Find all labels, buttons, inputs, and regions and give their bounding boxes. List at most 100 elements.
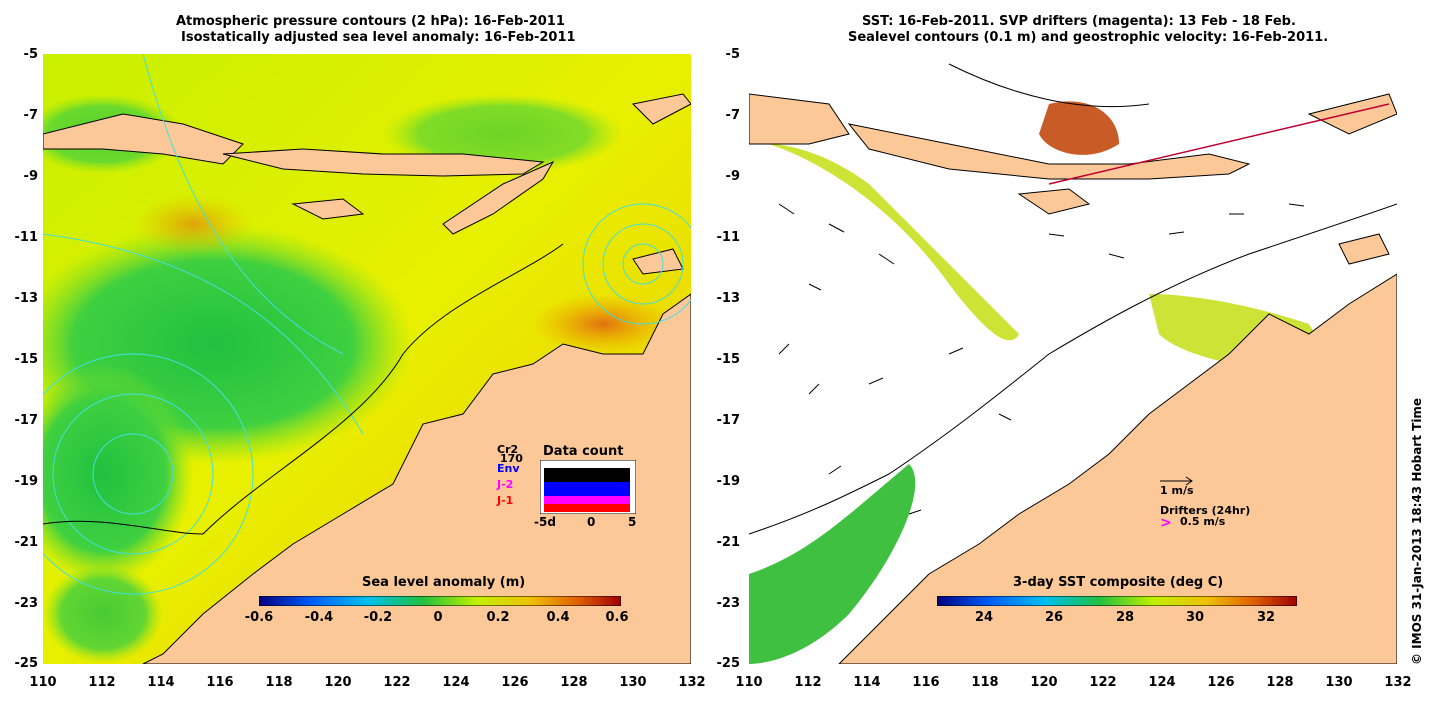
australia-land: [838, 273, 1397, 664]
right-map: [749, 54, 1397, 664]
pressure-contours: [43, 54, 691, 595]
y-tick-label: -17: [14, 413, 39, 428]
y-tick-label: -25: [14, 656, 39, 671]
island-java-bali: [43, 113, 244, 165]
y-tick-label: -21: [716, 535, 741, 550]
sla-cbar-tick: -0.2: [363, 610, 393, 625]
count-axis-tick: -5d: [534, 515, 556, 529]
velocity-scale-arrow: [1160, 476, 1193, 486]
island-sumba: [1017, 188, 1091, 215]
x-tick-label: 120: [324, 675, 352, 690]
left-map: [43, 54, 691, 664]
sst-cbar-tick: 26: [1044, 610, 1064, 625]
x-tick-label: 132: [1384, 675, 1412, 690]
x-tick-label: 116: [206, 675, 234, 690]
sst-colorbar: [937, 596, 1297, 606]
velocity-arrows: [778, 203, 1305, 515]
x-tick-label: 110: [735, 675, 763, 690]
count-axis-tick: 0: [587, 515, 596, 529]
sla-cbar-tick: 0.6: [605, 610, 629, 625]
y-tick-label: -25: [716, 656, 741, 671]
x-tick-label: 130: [1325, 675, 1353, 690]
source-label-cr2: Cr2: [497, 443, 519, 456]
data-count-histogram: [540, 460, 636, 514]
left-title-line1: Atmospheric pressure contours (2 hPa): 1…: [176, 14, 565, 29]
right-title-line1: SST: 16-Feb-2011. SVP drifters (magenta)…: [862, 14, 1296, 29]
x-tick-label: 112: [88, 675, 116, 690]
sla-cbar-tick: 0.4: [546, 610, 570, 625]
count-axis-tick: 5: [628, 515, 637, 529]
y-tick-label: -13: [14, 291, 39, 306]
x-tick-label: 124: [442, 675, 470, 690]
y-tick-label: -13: [716, 291, 741, 306]
y-tick-label: -23: [14, 596, 39, 611]
y-tick-label: -7: [23, 108, 38, 123]
y-tick-label: -19: [716, 474, 741, 489]
y-tick-label: -9: [725, 169, 740, 184]
y-tick-label: -5: [725, 47, 740, 62]
island-sumba: [291, 198, 365, 220]
sla-colorbar: [259, 596, 621, 606]
x-tick-label: 130: [619, 675, 647, 690]
y-tick-label: -11: [14, 230, 39, 245]
x-tick-label: 112: [794, 675, 822, 690]
drifter-track: [1048, 103, 1390, 185]
x-tick-label: 120: [1030, 675, 1058, 690]
drifters-legend-title: Drifters (24hr): [1160, 504, 1251, 517]
sla-cbar-tick: -0.4: [304, 610, 334, 625]
x-tick-label: 122: [1089, 675, 1117, 690]
x-tick-label: 118: [971, 675, 999, 690]
right-title-line2: Sealevel contours (0.1 m) and geostrophi…: [848, 30, 1329, 45]
sla-colorbar-title: Sea level anomaly (m): [362, 575, 526, 590]
warm-sst-patch: [1039, 101, 1119, 155]
sla-cbar-tick: 0.2: [486, 610, 510, 625]
x-tick-label: 126: [501, 675, 529, 690]
australia-land: [142, 293, 691, 664]
sla-cbar-tick: 0: [433, 610, 443, 625]
histogram-bars: [544, 468, 630, 512]
x-tick-label: 128: [560, 675, 588, 690]
island-java-bali: [749, 93, 850, 145]
sst-cbar-tick: 24: [974, 610, 994, 625]
sealevel-contours: [749, 63, 1397, 535]
island-north: [1307, 93, 1397, 135]
source-label-170: 170: [500, 452, 523, 465]
x-tick-label: 128: [1266, 675, 1294, 690]
data-count-title: Data count: [543, 444, 624, 459]
y-tick-label: -21: [14, 535, 39, 550]
x-tick-label: 118: [265, 675, 293, 690]
x-tick-label: 132: [678, 675, 706, 690]
island-north: [631, 93, 691, 125]
island-lesser-sunda: [847, 123, 1251, 180]
island-tiwi: [1338, 233, 1390, 265]
drifter-speed-marker: >: [1160, 515, 1172, 531]
drifters-legend-speed: 0.5 m/s: [1180, 515, 1226, 528]
sst-cbar-tick: 28: [1115, 610, 1135, 625]
x-tick-label: 116: [912, 675, 940, 690]
y-tick-label: -9: [23, 169, 38, 184]
x-tick-label: 124: [1148, 675, 1176, 690]
y-tick-label: -15: [14, 352, 39, 367]
x-tick-label: 126: [1207, 675, 1235, 690]
sla-cbar-tick: -0.6: [244, 610, 274, 625]
source-label-j1: J-1: [497, 494, 514, 507]
y-tick-label: -5: [23, 47, 38, 62]
y-tick-label: -11: [716, 230, 741, 245]
y-tick-label: -15: [716, 352, 741, 367]
sst-cbar-tick: 32: [1256, 610, 1276, 625]
copyright-text: © IMOS 31-Jan-2013 18:43 Hobart Time: [1410, 397, 1424, 665]
x-tick-label: 114: [147, 675, 175, 690]
y-tick-label: -7: [725, 108, 740, 123]
y-tick-label: -17: [716, 413, 741, 428]
x-tick-label: 114: [853, 675, 881, 690]
y-tick-label: -19: [14, 474, 39, 489]
sst-colorbar-title: 3-day SST composite (deg C): [1013, 575, 1224, 590]
island-timor: [442, 160, 555, 235]
velocity-scale-label: 1 m/s: [1160, 484, 1194, 497]
sst-cbar-tick: 30: [1185, 610, 1205, 625]
source-label-j2: J-2: [497, 478, 514, 491]
island-lesser-sunda: [222, 148, 545, 177]
left-title-line2: Isostatically adjusted sea level anomaly…: [181, 30, 576, 45]
source-label-env: Env: [497, 462, 520, 475]
y-tick-label: -23: [716, 596, 741, 611]
